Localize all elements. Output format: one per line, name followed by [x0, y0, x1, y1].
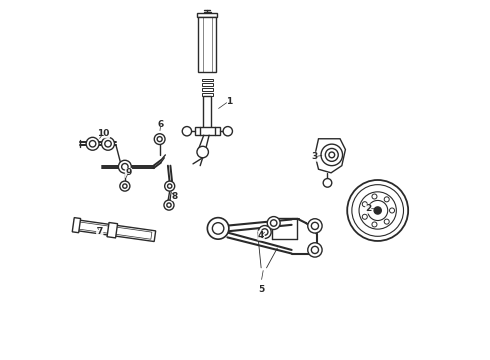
Text: 4: 4 — [258, 231, 264, 240]
Circle shape — [182, 127, 192, 136]
Circle shape — [86, 137, 99, 150]
Circle shape — [258, 226, 271, 238]
Circle shape — [101, 137, 115, 150]
Text: 7: 7 — [97, 228, 103, 237]
Circle shape — [323, 179, 332, 187]
Circle shape — [384, 219, 389, 224]
Circle shape — [372, 194, 377, 199]
FancyBboxPatch shape — [201, 78, 213, 81]
Circle shape — [119, 160, 131, 173]
FancyBboxPatch shape — [195, 127, 220, 135]
FancyBboxPatch shape — [201, 83, 213, 86]
Circle shape — [372, 222, 377, 227]
Circle shape — [223, 127, 232, 136]
FancyBboxPatch shape — [197, 13, 218, 17]
FancyBboxPatch shape — [78, 222, 152, 239]
Circle shape — [267, 217, 280, 229]
Circle shape — [120, 181, 130, 191]
Circle shape — [384, 197, 389, 202]
FancyBboxPatch shape — [74, 220, 156, 242]
FancyBboxPatch shape — [201, 88, 213, 91]
Circle shape — [308, 219, 322, 233]
Circle shape — [154, 134, 165, 144]
Text: 1: 1 — [226, 96, 232, 105]
FancyBboxPatch shape — [201, 93, 213, 96]
Text: 2: 2 — [366, 204, 372, 213]
Text: 5: 5 — [258, 285, 264, 294]
Text: 6: 6 — [158, 120, 164, 129]
Circle shape — [321, 144, 343, 166]
Circle shape — [390, 208, 394, 213]
FancyBboxPatch shape — [107, 222, 118, 238]
Text: 3: 3 — [312, 152, 318, 161]
Polygon shape — [315, 139, 345, 173]
FancyBboxPatch shape — [203, 96, 211, 130]
Circle shape — [347, 180, 408, 241]
Circle shape — [197, 146, 208, 158]
Text: 10: 10 — [97, 129, 110, 138]
Circle shape — [164, 200, 174, 210]
Circle shape — [362, 202, 368, 207]
Circle shape — [374, 207, 381, 214]
Text: 9: 9 — [125, 168, 132, 177]
Circle shape — [165, 181, 175, 191]
FancyBboxPatch shape — [198, 17, 216, 72]
FancyBboxPatch shape — [72, 217, 81, 233]
Circle shape — [308, 243, 322, 257]
Text: 8: 8 — [172, 192, 178, 201]
Circle shape — [207, 218, 229, 239]
Circle shape — [362, 214, 368, 219]
